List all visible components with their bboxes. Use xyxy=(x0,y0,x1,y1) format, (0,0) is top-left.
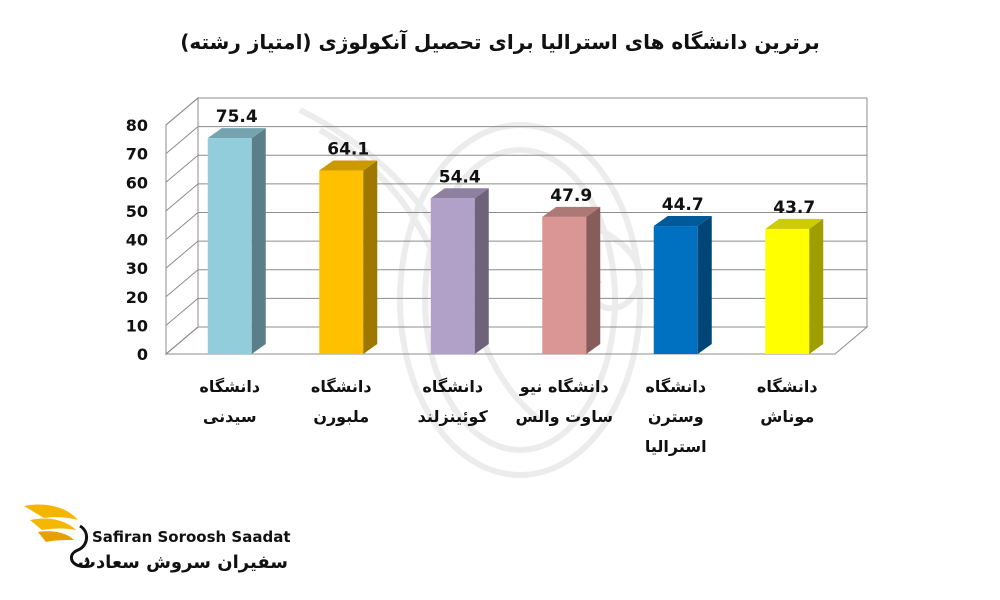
x-category-label-line: دانشگاه xyxy=(756,377,818,396)
x-category-label: دانشگاه وسترن استرالیا xyxy=(616,372,736,462)
y-tick-label: 60 xyxy=(126,173,148,192)
x-category-label: دانشگاه نیو ساوت والس xyxy=(504,372,624,432)
x-category-label-line: کوئینزلند xyxy=(417,407,488,426)
y-tick-label: 30 xyxy=(126,259,148,278)
x-category-label: دانشگاه سیدنی xyxy=(170,372,290,432)
y-tick-label: 20 xyxy=(126,288,148,307)
y-tick-label: 0 xyxy=(137,345,148,364)
logo-name-english: Safiran Soroosh Saadat xyxy=(92,528,291,546)
bar-side xyxy=(251,128,266,354)
gridline-diag xyxy=(165,154,199,183)
data-label: 43.7 xyxy=(773,198,815,218)
gridline-diag xyxy=(165,269,199,298)
gridline-diag xyxy=(165,297,199,326)
gridline-diag xyxy=(165,97,199,126)
bar-side xyxy=(809,218,824,354)
company-logo: Safiran Soroosh Saadat سفیران سروش سعادت xyxy=(20,492,291,582)
chart-floor xyxy=(164,326,869,355)
bar-front xyxy=(653,226,698,354)
gridline-diag xyxy=(165,240,199,269)
data-label: 44.7 xyxy=(662,195,704,215)
bar xyxy=(653,216,712,354)
bar-front xyxy=(542,216,587,354)
data-label: 64.1 xyxy=(327,140,369,160)
x-category-label-line: وسترن xyxy=(647,407,704,426)
bar xyxy=(430,188,489,354)
gridline-diag xyxy=(165,183,199,212)
chart-title: برترین دانشگاه های استرالیا برای تحصیل آ… xyxy=(180,30,820,54)
bar-top xyxy=(207,128,266,139)
data-label: 47.9 xyxy=(550,186,592,206)
x-category-label-line: ساوت والس xyxy=(515,407,613,426)
gridline-diag xyxy=(165,212,199,240)
logo-name-persian: سفیران سروش سعادت xyxy=(77,552,288,573)
x-category-label: دانشگاه کوئینزلند xyxy=(393,372,513,432)
bar xyxy=(765,218,824,354)
bar xyxy=(542,206,601,354)
bar-top xyxy=(765,218,824,229)
bar-front xyxy=(765,228,810,354)
data-label: 75.4 xyxy=(216,107,258,127)
x-category-label-line: استرالیا xyxy=(644,437,707,456)
bar-front xyxy=(430,198,475,354)
y-tick-label: 40 xyxy=(126,231,148,250)
y-tick-label: 10 xyxy=(126,316,148,335)
bar-side xyxy=(363,160,378,354)
y-tick-label: 50 xyxy=(126,202,148,221)
bar-front xyxy=(319,170,364,354)
bar-side xyxy=(697,216,712,354)
wing-logo-icon xyxy=(24,504,90,568)
x-category-label: دانشگاه موناش xyxy=(727,372,847,432)
bar-side xyxy=(474,188,489,354)
bar-side xyxy=(586,206,601,354)
data-label: 54.4 xyxy=(439,167,481,187)
x-category-label-line: دانشگاه xyxy=(310,377,372,396)
x-category-label-line: ملبورن xyxy=(313,407,370,426)
x-category-label-line: موناش xyxy=(760,407,815,426)
bar-top xyxy=(319,160,378,171)
bar xyxy=(207,128,266,354)
y-tick-label: 70 xyxy=(126,145,148,164)
bar xyxy=(319,160,378,354)
x-category-label-line: دانشگاه xyxy=(199,377,261,396)
bar-top xyxy=(653,216,712,227)
x-category-label-line: دانشگاه xyxy=(645,377,707,396)
gridline-diag xyxy=(165,126,199,155)
x-category-label-line: دانشگاه xyxy=(422,377,484,396)
bar-front xyxy=(207,138,252,354)
x-category-label-line: دانشگاه نیو xyxy=(519,377,609,396)
bar-top xyxy=(542,206,601,217)
x-category-label-line: سیدنی xyxy=(202,407,257,426)
gridline-diag xyxy=(165,326,199,355)
bar-top xyxy=(430,188,489,199)
x-category-label: دانشگاه ملبورن xyxy=(281,372,401,432)
y-tick-label: 80 xyxy=(126,116,148,135)
